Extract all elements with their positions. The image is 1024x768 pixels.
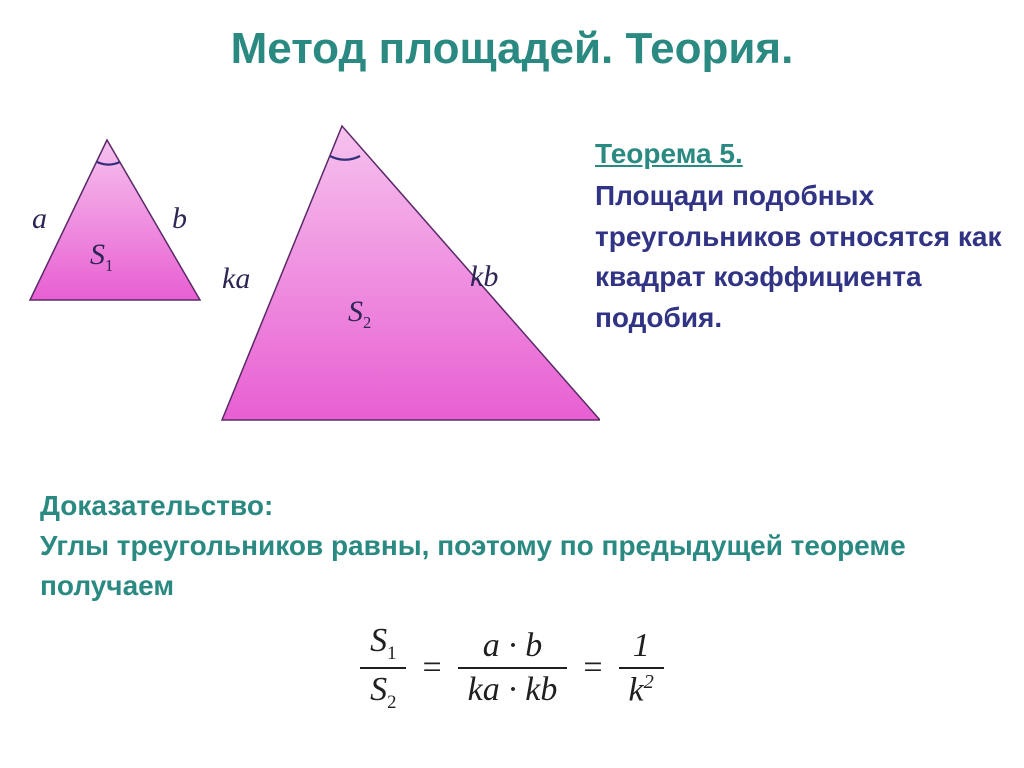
- proof-text: Углы треугольников равны, поэтому по пре…: [40, 526, 940, 606]
- page-title: Метод площадей. Теория.: [0, 24, 1024, 74]
- proof-heading: Доказательство:: [40, 490, 940, 522]
- eq-2: =: [583, 649, 602, 687]
- frac-ab-kakb: a · b ka · kb: [458, 625, 568, 711]
- label-s1: S1: [90, 238, 113, 276]
- label-ka: ka: [222, 262, 250, 296]
- label-kb: kb: [470, 260, 498, 294]
- theorem-heading: Теорема 5.: [595, 138, 1019, 170]
- theorem-text: Площади подобных треугольников относятся…: [595, 176, 1019, 338]
- frac-s1-s2: S1 S2: [360, 620, 406, 716]
- proof-block: Доказательство: Углы треугольников равны…: [40, 490, 940, 606]
- frac-1-k2: 1 k2: [619, 625, 664, 711]
- diagram-region: a b S1 ka kb S2: [0, 120, 600, 480]
- label-a: a: [32, 202, 47, 236]
- formula: S1 S2 = a · b ka · kb = 1 k2: [0, 620, 1024, 716]
- eq-1: =: [422, 649, 441, 687]
- triangle-large: [222, 126, 600, 420]
- title-text: Метод площадей. Теория.: [231, 24, 794, 73]
- label-s2: S2: [348, 295, 371, 333]
- label-b: b: [172, 202, 187, 236]
- theorem-block: Теорема 5. Площади подобных треугольнико…: [595, 138, 1019, 338]
- triangles-svg: [0, 120, 600, 440]
